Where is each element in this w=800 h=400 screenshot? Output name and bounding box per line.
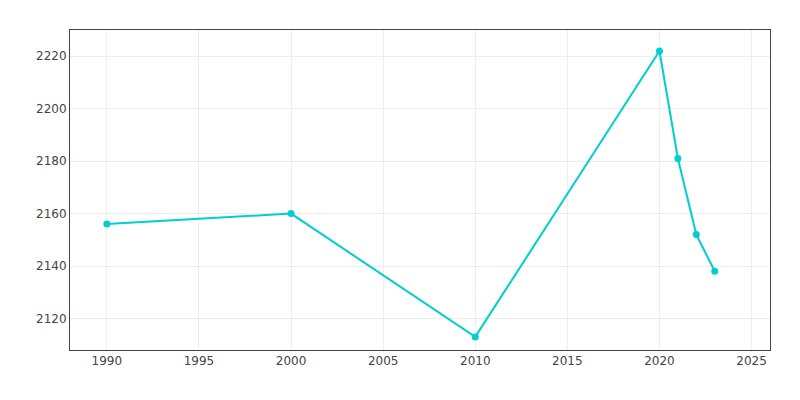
svg-text:1995: 1995 xyxy=(184,354,215,368)
svg-text:1990: 1990 xyxy=(92,354,123,368)
svg-text:2000: 2000 xyxy=(276,354,307,368)
svg-text:2160: 2160 xyxy=(36,207,67,221)
svg-text:2140: 2140 xyxy=(36,259,67,273)
svg-text:2120: 2120 xyxy=(36,312,67,326)
svg-text:2025: 2025 xyxy=(736,354,767,368)
svg-text:2020: 2020 xyxy=(644,354,675,368)
svg-text:2015: 2015 xyxy=(552,354,583,368)
svg-text:2005: 2005 xyxy=(368,354,399,368)
svg-text:2220: 2220 xyxy=(36,49,67,63)
svg-text:2010: 2010 xyxy=(460,354,491,368)
svg-text:2200: 2200 xyxy=(36,102,67,116)
svg-text:2180: 2180 xyxy=(36,154,67,168)
